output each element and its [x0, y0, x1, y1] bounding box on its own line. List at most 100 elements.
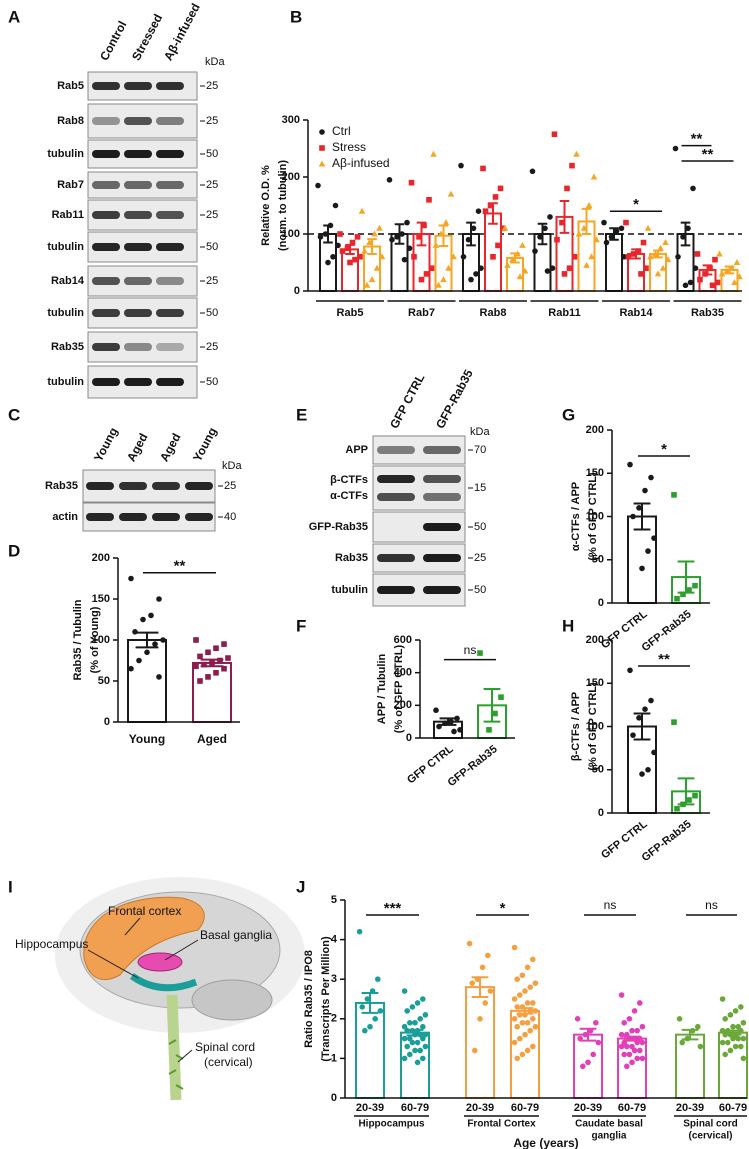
data-point: [727, 1047, 734, 1054]
data-point: [430, 150, 437, 157]
x-tick-label: 60-79: [511, 1102, 539, 1114]
y-tick-label: 50: [592, 764, 604, 776]
legend-marker: [319, 129, 325, 135]
data-point: [561, 271, 568, 277]
data-point: [532, 980, 539, 986]
y-tick-label: 0: [598, 597, 604, 609]
marker-label: 25: [474, 552, 486, 564]
leader-line: [164, 939, 199, 961]
data-point: [407, 1051, 413, 1058]
data-point: [457, 727, 463, 733]
bar: [627, 725, 657, 814]
data-point: [368, 276, 376, 283]
y-tick-label: 300: [282, 114, 300, 126]
data-point: [414, 1059, 421, 1066]
data-point: [514, 976, 520, 982]
data-point: [651, 749, 657, 756]
data-point: [460, 253, 467, 260]
band: [156, 150, 184, 158]
data-point: [623, 219, 629, 226]
marker-label: 50: [206, 376, 218, 388]
error-bar: [702, 264, 713, 276]
data-point: [657, 244, 664, 251]
lane-label: GFP-Rab35: [433, 367, 476, 431]
data-point: [409, 1039, 416, 1046]
y-tick-label: 150: [586, 677, 604, 689]
band: [156, 117, 184, 125]
data-point: [470, 225, 477, 232]
data-point: [514, 1023, 520, 1030]
data-point: [618, 992, 625, 998]
error-bar: [466, 221, 476, 247]
data-point: [432, 241, 440, 248]
data-point: [498, 694, 504, 700]
row-label: Rab14: [51, 275, 85, 287]
band: [423, 586, 461, 594]
data-point: [511, 1016, 518, 1022]
error-bar: [439, 717, 457, 726]
data-point: [685, 225, 691, 232]
data-point: [580, 1063, 586, 1070]
data-point: [447, 190, 455, 197]
data-point: [225, 655, 231, 661]
data-point: [347, 259, 353, 266]
data-point: [458, 162, 464, 169]
row-label: GFP-Rab35: [309, 521, 368, 533]
band: [92, 277, 120, 285]
data-point: [559, 219, 565, 226]
significance-label: *: [633, 196, 639, 213]
data-point: [524, 1000, 531, 1006]
region-label: Basal ganglia: [200, 928, 272, 942]
band: [185, 513, 213, 521]
data-point: [564, 185, 570, 192]
data-point: [524, 964, 531, 971]
unit-label: kDa: [205, 56, 225, 68]
x-group-label: Hippocampus: [358, 1119, 425, 1130]
data-point: [719, 996, 726, 1002]
data-point: [482, 1000, 489, 1006]
y-tick-label: 400: [394, 667, 412, 679]
data-point: [412, 1019, 418, 1026]
data-point: [420, 1035, 426, 1042]
data-point: [625, 254, 632, 260]
data-point: [479, 964, 486, 971]
y-tick-label: 200: [586, 424, 604, 436]
error-bar: [677, 560, 695, 594]
x-tick-label: 60-79: [618, 1102, 646, 1114]
error-bar: [653, 249, 663, 259]
data-point: [504, 261, 511, 268]
data-point: [679, 1039, 685, 1046]
data-point: [401, 988, 408, 994]
y-tick-label: 50: [98, 675, 110, 687]
significance-label: ns: [604, 898, 617, 912]
data-point: [735, 1035, 741, 1042]
data-point: [716, 250, 723, 257]
data-point: [160, 637, 166, 643]
error-bar: [516, 1007, 534, 1015]
marker-label: 40: [224, 511, 236, 523]
row-label: Rab5: [57, 80, 84, 92]
data-point: [639, 771, 645, 777]
data-point: [465, 236, 472, 243]
x-tick-label: GFP-Rab35: [640, 608, 694, 654]
marker-label: 25: [206, 209, 218, 221]
error-bar: [323, 224, 333, 244]
data-point: [631, 1047, 638, 1054]
data-point: [418, 276, 425, 283]
band: [377, 446, 415, 454]
data-point: [357, 254, 363, 260]
data-point: [575, 230, 583, 237]
y-axis-label: (% of GFP CTRL): [587, 682, 599, 771]
data-point: [695, 1023, 701, 1030]
data-point: [638, 271, 644, 277]
data-point: [530, 1000, 536, 1006]
data-point: [740, 1019, 747, 1026]
data-point: [686, 797, 692, 803]
band: [124, 82, 152, 90]
y-tick-label: 150: [586, 467, 604, 479]
y-tick-label: 50: [592, 554, 604, 566]
data-point: [654, 270, 662, 277]
data-point: [624, 1043, 630, 1050]
marker-label: 25: [206, 115, 218, 127]
y-axis-label: APP / Tubulin: [376, 653, 388, 724]
